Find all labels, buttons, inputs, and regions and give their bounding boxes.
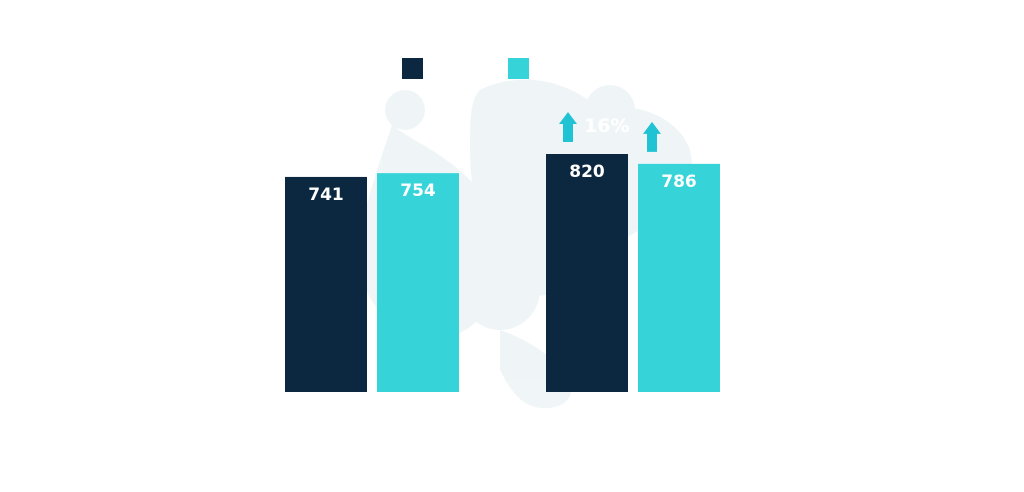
bar-group-1-bar-1 xyxy=(285,176,367,392)
bar-group-2-bar-2 xyxy=(638,163,720,392)
bar-group-2-bar-1 xyxy=(546,154,628,392)
bar-value-label: 741 xyxy=(308,185,344,205)
bar-value-label: 820 xyxy=(569,162,605,182)
legend-swatch-series-1 xyxy=(402,58,423,79)
legend-swatch-series-2 xyxy=(508,58,529,79)
up-arrow-icon xyxy=(559,112,577,142)
percent-change-label: 16% xyxy=(584,115,629,137)
change-annotations-layer: 16% xyxy=(559,112,661,152)
bar-group-1-bar-2 xyxy=(377,173,459,392)
up-arrow-icon xyxy=(643,121,661,152)
bars-layer xyxy=(285,154,720,392)
bar-value-label: 786 xyxy=(661,172,697,192)
value-labels-layer: 741 754 820 786 xyxy=(308,162,697,205)
bar-value-label: 754 xyxy=(400,181,436,201)
